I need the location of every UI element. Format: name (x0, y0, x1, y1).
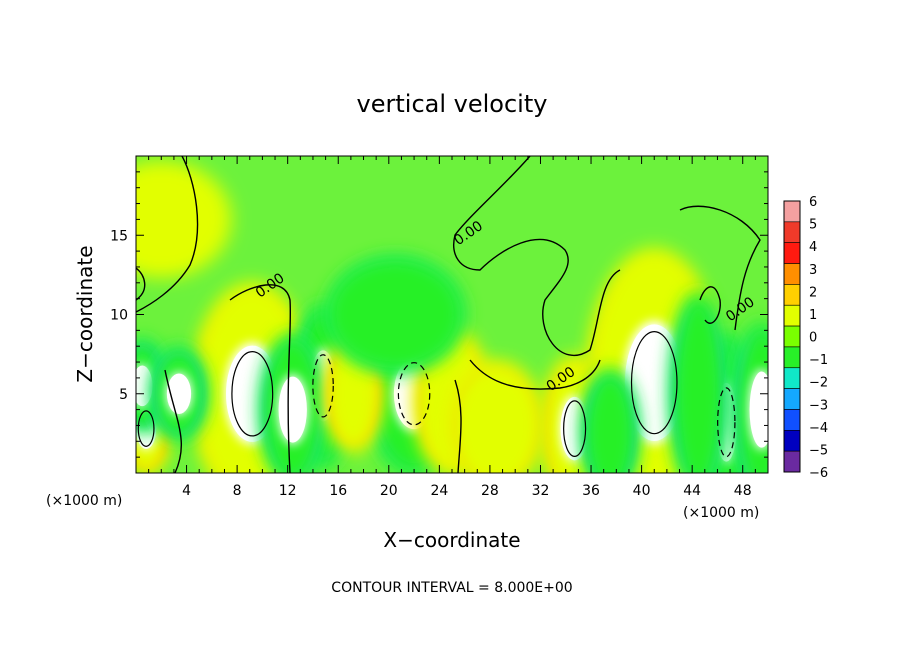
y-tick-label: 10 (110, 308, 128, 324)
velocity-field (136, 160, 768, 473)
zero-contour-line (469, 359, 601, 390)
x-tick-label: 12 (279, 483, 297, 499)
x-tick-label: 16 (329, 483, 347, 499)
field-core (278, 376, 307, 443)
contour-line (563, 400, 587, 457)
field-core (136, 365, 153, 407)
colorbar: 6 5 4 3 2 1 0 −1 −2 −3 −4 −5 −6 (783, 195, 828, 481)
x-tick-label: 28 (481, 483, 499, 499)
colorbar-tick-label: −1 (809, 353, 828, 368)
x-tick-label: 20 (380, 483, 398, 499)
zero-contour-line (229, 284, 292, 473)
colorbar-frame (783, 200, 801, 473)
field-core (624, 324, 684, 441)
colorbar-swatch (783, 304, 801, 327)
colorbar-swatch (783, 450, 801, 473)
x-tick-label: 4 (182, 483, 191, 499)
contour-lines (137, 331, 736, 458)
x-unit-label: (×1000 m) (683, 505, 759, 521)
field-band (581, 368, 639, 473)
y-tick-label: 5 (119, 387, 128, 403)
zero-contours (136, 156, 761, 473)
contour-line (137, 410, 155, 447)
field-core (560, 396, 589, 461)
field-core (749, 371, 768, 448)
x-tick-label: 36 (582, 483, 600, 499)
colorbar-swatch (783, 263, 801, 285)
zero-contour-line (679, 205, 761, 331)
colorbar-tick-label: 4 (809, 240, 817, 255)
colorbar-tick-label: −3 (809, 398, 828, 413)
zero-contour-line (136, 156, 199, 313)
colorbar-swatch (783, 242, 801, 264)
colorbar-tick-label: 3 (809, 263, 817, 278)
zero-contour-line (164, 369, 182, 473)
contour-line (630, 331, 678, 435)
colorbar-tick-label: −2 (809, 376, 828, 391)
colorbar-tick-label: 1 (809, 308, 817, 323)
colorbar-swatch (783, 221, 801, 243)
zero-contour-line (136, 267, 146, 301)
colorbar-swatch (783, 346, 801, 369)
x-tick-label: 40 (633, 483, 651, 499)
zero-contour-line (454, 379, 462, 473)
x-tick-label: 48 (734, 483, 752, 499)
contour-interval-note: CONTOUR INTERVAL = 8.000E+00 (331, 580, 572, 596)
colorbar-tick-label: −5 (809, 443, 828, 458)
field-band (449, 360, 543, 473)
x-tick-label: 8 (233, 483, 242, 499)
x-tick-label: 32 (532, 483, 550, 499)
chart-title: vertical velocity (357, 90, 548, 118)
colorbar-swatch (783, 284, 801, 306)
y-axis: 5 10 15 (110, 171, 768, 458)
zero-contour-line (453, 156, 621, 357)
colorbar-swatch (783, 409, 801, 431)
zero-contour-line (699, 286, 721, 324)
colorbar-tick-label: 0 (809, 331, 817, 346)
contour-line (312, 354, 334, 418)
colorbar-swatch (783, 325, 801, 348)
contour-line (397, 362, 431, 426)
colorbar-swatch (783, 430, 801, 452)
contour-line (717, 387, 736, 458)
x-axis: 4 8 12 16 20 24 28 32 36 40 44 48 (148, 156, 756, 499)
field-band (324, 255, 466, 374)
x-axis-title: X−coordinate (383, 528, 520, 552)
colorbar-tick-label: 5 (809, 218, 817, 233)
colorbar-swatch (783, 367, 801, 389)
colorbar-swatch (783, 200, 801, 223)
colorbar-tick-label: 2 (809, 285, 817, 300)
colorbar-tick-label: −6 (809, 466, 828, 481)
y-axis-title: Z−coordinate (73, 245, 97, 382)
y-tick-label: 15 (110, 228, 128, 244)
field-band (136, 160, 232, 279)
x-tick-label: 44 (683, 483, 701, 499)
x-tick-label: 24 (430, 483, 448, 499)
colorbar-tick-label: −4 (809, 421, 828, 436)
colorbar-swatch (783, 388, 801, 410)
colorbar-tick-label: 6 (809, 195, 817, 210)
contour-line (231, 350, 274, 437)
y-unit-label: (×1000 m) (46, 493, 122, 509)
field-band (670, 291, 727, 473)
